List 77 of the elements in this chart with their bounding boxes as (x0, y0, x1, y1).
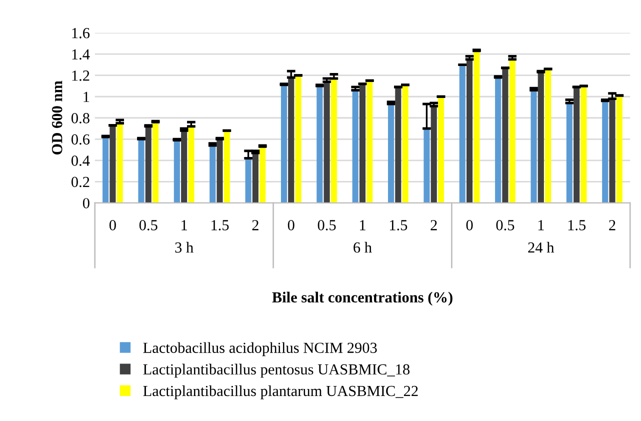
x-tick-label: 0.5 (496, 220, 514, 230)
x-axis-title: Bile salt concentrations (%) (272, 292, 452, 306)
bar (138, 139, 144, 203)
bar (316, 86, 323, 203)
x-tick-label: 1 (182, 220, 187, 230)
bar (459, 64, 466, 203)
bar (530, 90, 537, 203)
bar (295, 75, 302, 203)
bar (216, 139, 223, 203)
bar (110, 125, 116, 203)
bar (580, 86, 587, 203)
bar (330, 78, 337, 203)
y-tick-label: 1.2 (72, 70, 90, 81)
bar (395, 87, 402, 203)
bar (466, 59, 473, 203)
y-tick-label: 0.8 (71, 113, 90, 124)
x-tick-label: 0.5 (318, 220, 336, 230)
bar (388, 104, 394, 203)
y-axis-title: OD 600 nm (52, 80, 62, 154)
bar (574, 87, 580, 203)
x-tick-label: 1 (360, 220, 366, 230)
y-tick-label: 1.4 (72, 49, 90, 60)
bar (402, 84, 408, 203)
x-tick-label: 1.5 (568, 220, 586, 230)
x-tick-label: 2 (252, 220, 258, 230)
bar (252, 152, 258, 203)
y-tick-label: 0.6 (71, 134, 90, 145)
bar (145, 126, 152, 203)
bar (188, 126, 194, 203)
bar (152, 122, 159, 203)
bar (545, 68, 552, 203)
y-tick-label: 0.4 (71, 156, 90, 166)
legend-label: Lactiplantibacillus plantarum UASBMIC_22 (143, 385, 418, 400)
x-tick-label: 1 (538, 220, 544, 230)
bar (566, 103, 572, 203)
y-tick-label: 1.6 (72, 28, 90, 38)
bar (438, 96, 444, 203)
x-tick-label: 1.5 (390, 220, 408, 230)
bar (359, 84, 366, 203)
legend-label: Lactobacillus acidophilus NCIM 2903 (143, 342, 377, 356)
bar (424, 128, 430, 203)
text: 3 h (175, 242, 194, 253)
bar (352, 90, 358, 203)
bar (602, 100, 608, 203)
bar (474, 50, 480, 203)
text: 6 h (354, 242, 372, 253)
bar (210, 146, 216, 203)
legend-label: Lactiplantibacillus pentosus UASBMIC_18 (143, 364, 410, 378)
bar (616, 96, 622, 203)
x-tick-label: 0 (109, 220, 116, 230)
bar (102, 137, 109, 203)
bar (116, 123, 123, 203)
bar (174, 140, 180, 203)
x-tick-label: 0 (466, 220, 473, 230)
bar (538, 72, 544, 203)
bar (502, 68, 508, 203)
bar (288, 77, 294, 203)
bar (280, 84, 288, 203)
bar (430, 106, 437, 203)
x-tick-label: 0 (288, 220, 294, 230)
x-tick-label: 1.5 (212, 220, 229, 230)
bar (495, 77, 502, 203)
x-tick-label: 2 (609, 220, 616, 230)
x-tick-label: 2 (430, 220, 437, 230)
bar (366, 80, 373, 203)
bar (324, 82, 330, 203)
bar (509, 59, 516, 203)
bar (181, 130, 188, 203)
x-tick-label: 0.5 (139, 220, 158, 230)
text: 24 h (528, 242, 554, 253)
y-tick-label: 0 (82, 198, 90, 208)
bar (245, 158, 252, 203)
y-tick-label: 0.2 (71, 176, 90, 188)
bar (609, 98, 616, 203)
y-tick-label: 1 (84, 92, 90, 102)
bar (224, 130, 230, 203)
bar (260, 146, 266, 203)
